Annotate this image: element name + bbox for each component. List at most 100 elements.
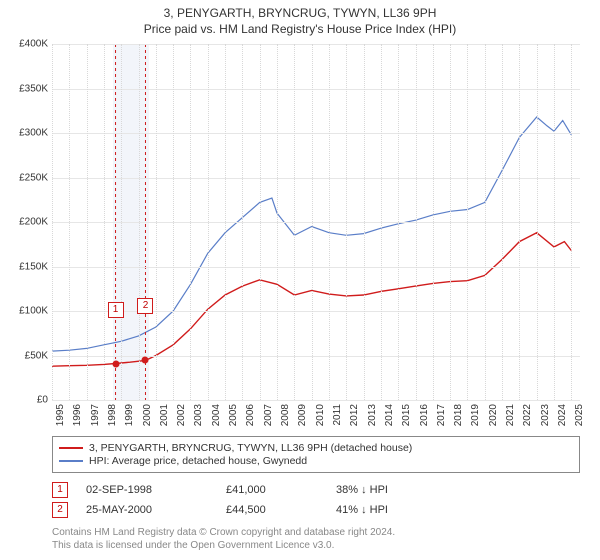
xtick-label: 2009 <box>297 404 308 426</box>
gridline-v <box>329 44 330 400</box>
ytick-label: £400K <box>4 39 48 50</box>
gridline-v <box>87 44 88 400</box>
xtick-label: 2017 <box>436 404 447 426</box>
gridline-h <box>52 44 580 45</box>
marker-number-box: 2 <box>137 298 153 314</box>
xtick-label: 1995 <box>55 404 66 426</box>
chart-title: 3, PENYGARTH, BRYNCRUG, TYWYN, LL36 9PH <box>0 0 600 20</box>
ytick-label: £100K <box>4 306 48 317</box>
gridline-h <box>52 400 580 401</box>
ytick-label: £250K <box>4 172 48 183</box>
xtick-label: 2023 <box>540 404 551 426</box>
datapoint-pct: 41% ↓ HPI <box>336 504 456 516</box>
datapoint-price: £41,000 <box>226 484 336 496</box>
gridline-v <box>398 44 399 400</box>
gridline-v <box>139 44 140 400</box>
datapoint-date: 02-SEP-1998 <box>86 484 226 496</box>
gridline-v <box>312 44 313 400</box>
legend-label: 3, PENYGARTH, BRYNCRUG, TYWYN, LL36 9PH … <box>89 442 412 454</box>
gridline-v <box>537 44 538 400</box>
xtick-label: 2020 <box>488 404 499 426</box>
xtick-label: 2001 <box>159 404 170 426</box>
gridline-v <box>104 44 105 400</box>
gridline-v <box>485 44 486 400</box>
ytick-label: £0 <box>4 395 48 406</box>
xtick-label: 2003 <box>193 404 204 426</box>
gridline-v <box>277 44 278 400</box>
marker-dot <box>142 357 149 364</box>
xtick-label: 1997 <box>90 404 101 426</box>
gridline-v <box>381 44 382 400</box>
legend-swatch <box>59 447 83 449</box>
ytick-label: £150K <box>4 261 48 272</box>
xtick-label: 2019 <box>470 404 481 426</box>
gridline-v <box>156 44 157 400</box>
gridline-v <box>208 44 209 400</box>
xtick-label: 2005 <box>228 404 239 426</box>
gridline-v <box>502 44 503 400</box>
ytick-label: £350K <box>4 83 48 94</box>
gridline-h <box>52 178 580 179</box>
datapoint-table: 1 02-SEP-1998 £41,000 38% ↓ HPI 2 25-MAY… <box>52 478 456 522</box>
xtick-label: 2008 <box>280 404 291 426</box>
xtick-label: 2024 <box>557 404 568 426</box>
legend-swatch <box>59 460 83 462</box>
datapoint-row: 1 02-SEP-1998 £41,000 38% ↓ HPI <box>52 482 456 498</box>
gridline-v <box>69 44 70 400</box>
gridline-v <box>294 44 295 400</box>
gridline-v <box>190 44 191 400</box>
footer-line: Contains HM Land Registry data © Crown c… <box>52 526 395 539</box>
chart-container: 3, PENYGARTH, BRYNCRUG, TYWYN, LL36 9PH … <box>0 0 600 560</box>
gridline-h <box>52 267 580 268</box>
footer-line: This data is licensed under the Open Gov… <box>52 539 395 552</box>
legend-item: HPI: Average price, detached house, Gwyn… <box>59 455 573 467</box>
chart-area: £0£50K£100K£150K£200K£250K£300K£350K£400… <box>52 44 580 400</box>
gridline-h <box>52 222 580 223</box>
gridline-h <box>52 89 580 90</box>
xtick-label: 2025 <box>574 404 585 426</box>
xtick-label: 1999 <box>124 404 135 426</box>
gridline-v <box>173 44 174 400</box>
xtick-label: 2014 <box>384 404 395 426</box>
gridline-h <box>52 133 580 134</box>
xtick-label: 2002 <box>176 404 187 426</box>
datapoint-marker-box: 2 <box>52 502 68 518</box>
xtick-label: 2016 <box>419 404 430 426</box>
footer-attribution: Contains HM Land Registry data © Crown c… <box>52 526 395 552</box>
gridline-h <box>52 311 580 312</box>
gridline-v <box>519 44 520 400</box>
gridline-v <box>467 44 468 400</box>
legend: 3, PENYGARTH, BRYNCRUG, TYWYN, LL36 9PH … <box>52 436 580 473</box>
legend-label: HPI: Average price, detached house, Gwyn… <box>89 455 307 467</box>
xtick-label: 2021 <box>505 404 516 426</box>
ytick-label: £300K <box>4 128 48 139</box>
xtick-label: 2015 <box>401 404 412 426</box>
marker-number-box: 1 <box>108 302 124 318</box>
legend-item: 3, PENYGARTH, BRYNCRUG, TYWYN, LL36 9PH … <box>59 442 573 454</box>
xtick-label: 2000 <box>142 404 153 426</box>
gridline-v <box>242 44 243 400</box>
gridline-v <box>121 44 122 400</box>
ytick-label: £200K <box>4 217 48 228</box>
gridline-v <box>364 44 365 400</box>
xtick-label: 1996 <box>72 404 83 426</box>
gridline-v <box>225 44 226 400</box>
gridline-v <box>554 44 555 400</box>
xtick-label: 2012 <box>349 404 360 426</box>
xtick-label: 2006 <box>245 404 256 426</box>
xtick-label: 2010 <box>315 404 326 426</box>
datapoint-marker-box: 1 <box>52 482 68 498</box>
datapoint-date: 25-MAY-2000 <box>86 504 226 516</box>
xtick-label: 2011 <box>332 404 343 426</box>
xtick-label: 2022 <box>522 404 533 426</box>
gridline-v <box>416 44 417 400</box>
datapoint-pct: 38% ↓ HPI <box>336 484 456 496</box>
gridline-h <box>52 356 580 357</box>
gridline-v <box>450 44 451 400</box>
chart-subtitle: Price paid vs. HM Land Registry's House … <box>0 20 600 36</box>
xtick-label: 2013 <box>367 404 378 426</box>
gridline-v <box>433 44 434 400</box>
xtick-label: 1998 <box>107 404 118 426</box>
xtick-label: 2018 <box>453 404 464 426</box>
gridline-v <box>52 44 53 400</box>
